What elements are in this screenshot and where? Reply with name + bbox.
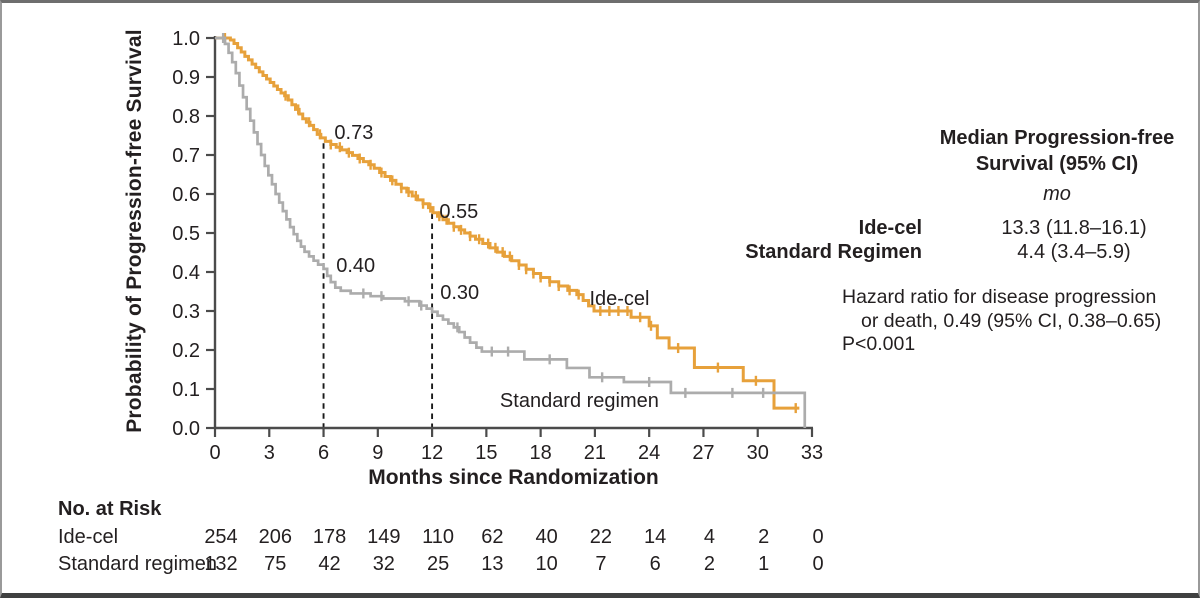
at-risk-value: 13 (481, 553, 504, 575)
stats-panel-labels: Ide-cel Standard Regimen (692, 216, 922, 264)
y-tick-label: 0.2 (172, 340, 200, 362)
standard-regimen-curve-label: Standard regimen (500, 390, 659, 412)
at-risk-value: 40 (535, 526, 558, 548)
at-risk-value: 7 (595, 553, 607, 575)
x-tick-label: 12 (421, 442, 443, 464)
stats-row-value-standard: 4.4 (3.4–5.9) (1017, 241, 1131, 263)
y-tick-label: 0.0 (172, 418, 200, 440)
x-axis-title: Months since Randomization (368, 466, 659, 489)
at-risk-value: 132 (204, 553, 238, 575)
x-tick-label: 30 (747, 442, 769, 464)
annotation-0.40: 0.40 (336, 255, 375, 277)
x-tick-label: 15 (475, 442, 497, 464)
at-risk-row-label-ide-cel: Ide-cel (58, 526, 119, 548)
stats-row-label-ide-cel: Ide-cel (858, 217, 922, 239)
hazard-ratio-line2: or death, 0.49 (95% CI, 0.38–0.65) (861, 309, 1162, 332)
x-tick-label: 9 (372, 442, 383, 464)
at-risk-value: 32 (372, 553, 395, 575)
at-risk-value: 1 (758, 553, 770, 575)
at-risk-value: 14 (644, 526, 667, 548)
at-risk-value: 10 (535, 553, 558, 575)
y-tick-label: 0.5 (172, 223, 200, 245)
y-tick-label: 0.3 (172, 301, 200, 323)
at-risk-row-label-standard: Standard regimen (58, 553, 217, 575)
at-risk-value: 2 (703, 553, 715, 575)
y-tick-label: 0.1 (172, 379, 200, 401)
x-tick-label: 6 (318, 442, 329, 464)
annotation-0.30: 0.30 (440, 282, 479, 304)
stats-panel-title-line1: Median Progression-free (939, 127, 1175, 149)
standard-regimen-curve (215, 36, 807, 428)
hazard-ratio-line1: Hazard ratio for disease progression (842, 286, 1157, 308)
at-risk-value: 4 (703, 526, 715, 548)
stats-panel-values: 13.3 (11.8–16.1) 4.4 (3.4–5.9) (954, 216, 1194, 264)
at-risk-value: 2 (758, 526, 770, 548)
stats-panel-title: Median Progression-free Survival (95% CI… (931, 125, 1183, 177)
p-value: P<0.001 (842, 333, 916, 355)
at-risk-title: No. at Risk (58, 498, 162, 520)
at-risk-value: 75 (264, 553, 287, 575)
at-risk-value: 25 (426, 553, 450, 575)
km-chart-svg: 0.0 0.1 0.2 0.3 0.4 0.5 0.6 0.7 0.8 0.9 1.0 0 3 6 9 12 1… (172, 28, 823, 464)
at-risk-value: 42 (318, 553, 341, 575)
at-risk-value: 110 (422, 526, 455, 548)
annotation-0.73: 0.73 (334, 122, 373, 144)
y-tick-label: 0.7 (172, 145, 200, 167)
at-risk-value: 0 (812, 553, 824, 575)
y-tick-label: 0.9 (172, 67, 200, 89)
x-tick-label: 0 (209, 442, 220, 464)
at-risk-value: 206 (258, 526, 292, 548)
at-risk-value: 62 (481, 526, 504, 548)
x-tick-label: 3 (264, 442, 275, 464)
y-tick-label: 0.8 (172, 106, 200, 128)
stats-row-label-standard: Standard Regimen (745, 241, 922, 263)
at-risk-value: 22 (589, 526, 613, 548)
ide-cel-curve-label: Ide-cel (589, 288, 649, 310)
y-tick-label: 0.4 (172, 262, 200, 284)
x-tick-label: 33 (801, 442, 823, 464)
x-tick-label: 21 (584, 442, 606, 464)
y-tick-label: 0.6 (172, 184, 200, 206)
x-tick-label: 18 (530, 442, 552, 464)
annotation-0.55: 0.55 (439, 201, 478, 223)
x-tick-label: 27 (692, 442, 714, 464)
hazard-ratio-block: Hazard ratio for disease progression or … (842, 286, 1198, 357)
x-tick-label: 24 (638, 442, 660, 464)
at-risk-value: 254 (204, 526, 238, 548)
y-axis-title: Probability of Progression-free Survival (123, 29, 146, 433)
at-risk-value: 0 (812, 526, 824, 548)
stats-row-value-ide-cel: 13.3 (11.8–16.1) (1001, 217, 1147, 239)
at-risk-value: 149 (367, 526, 401, 548)
stats-panel-title-line2: Survival (95% CI) (975, 153, 1139, 175)
at-risk-value: 6 (649, 553, 661, 575)
y-tick-label: 1.0 (172, 28, 200, 50)
stats-panel-unit: mo (1043, 183, 1071, 205)
at-risk-value: 178 (312, 526, 347, 548)
